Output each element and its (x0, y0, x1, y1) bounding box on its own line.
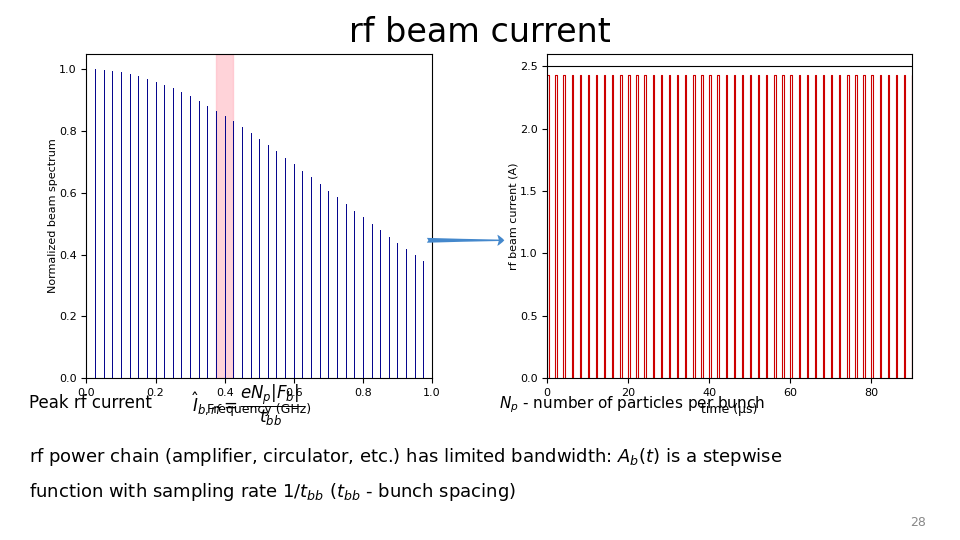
X-axis label: Frequency (GHz): Frequency (GHz) (207, 403, 311, 416)
Text: Peak rf current: Peak rf current (29, 394, 152, 412)
X-axis label: time (μs): time (μs) (702, 403, 757, 416)
Y-axis label: rf beam current (A): rf beam current (A) (509, 162, 518, 270)
Text: rf power chain (amplifier, circulator, etc.) has limited bandwidth: $A_b(t)$ is : rf power chain (amplifier, circulator, e… (29, 446, 782, 468)
Text: rf beam current: rf beam current (349, 16, 611, 49)
Text: $\hat{I}_{b,rf} = \dfrac{eN_p|F_b|}{t_{bb}}$: $\hat{I}_{b,rf} = \dfrac{eN_p|F_b|}{t_{b… (192, 383, 301, 428)
Text: $N_p$ - number of particles per bunch: $N_p$ - number of particles per bunch (499, 394, 765, 415)
Y-axis label: Normalized beam spectrum: Normalized beam spectrum (48, 139, 58, 293)
Bar (216, 54, 233, 378)
Text: 28: 28 (910, 516, 926, 529)
Text: function with sampling rate $1/t_{bb}$ ($t_{bb}$ - bunch spacing): function with sampling rate $1/t_{bb}$ (… (29, 481, 516, 503)
